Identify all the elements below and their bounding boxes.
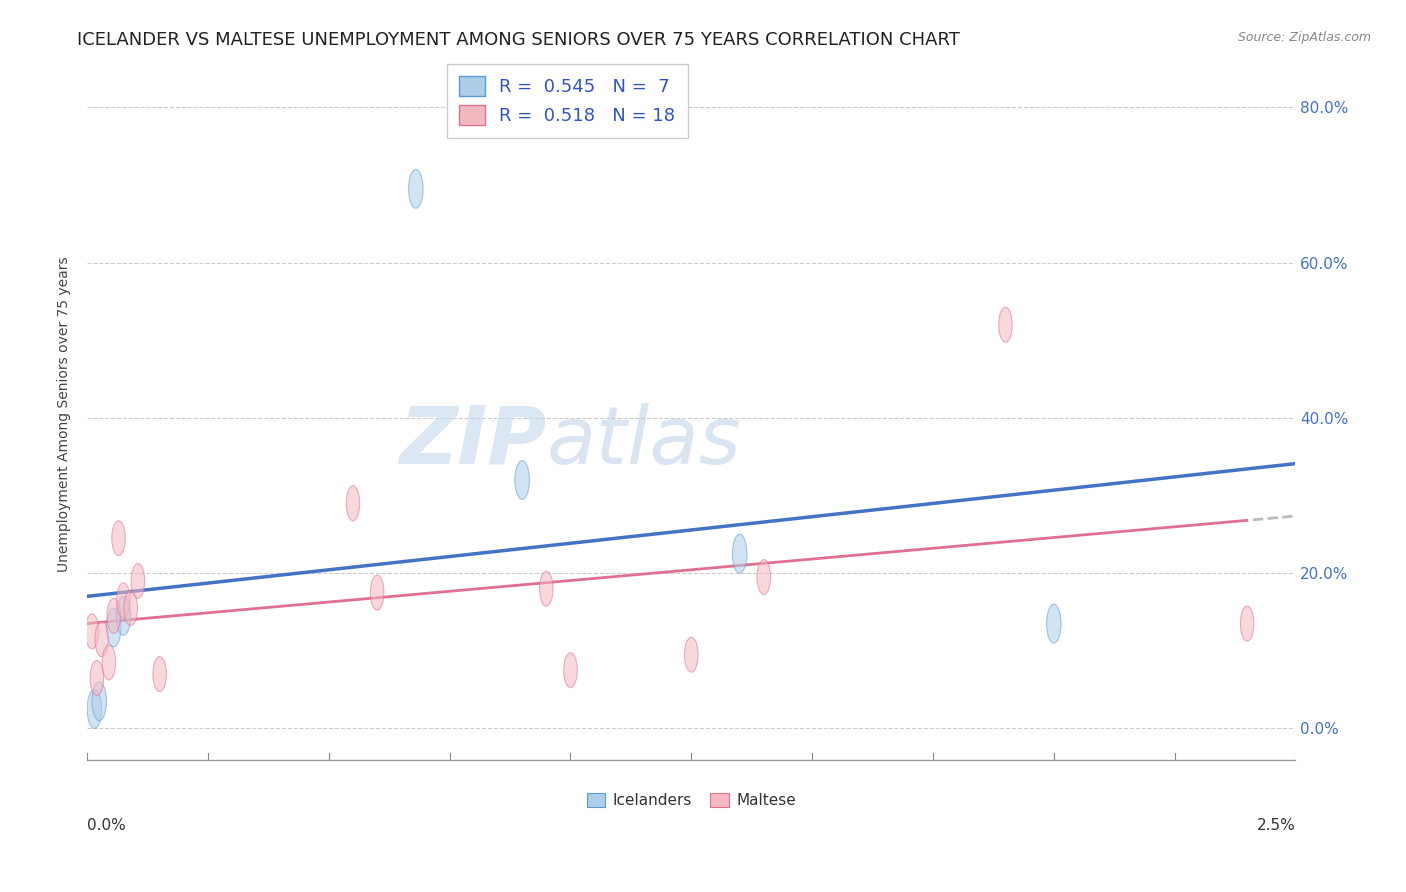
Text: Source: ZipAtlas.com: Source: ZipAtlas.com [1237, 31, 1371, 45]
Ellipse shape [564, 653, 578, 688]
Ellipse shape [117, 582, 131, 618]
Ellipse shape [1046, 604, 1062, 643]
Ellipse shape [94, 622, 108, 657]
Text: atlas: atlas [547, 402, 741, 481]
Y-axis label: Unemployment Among Seniors over 75 years: Unemployment Among Seniors over 75 years [58, 256, 72, 572]
Ellipse shape [117, 597, 131, 635]
Legend: Icelanders, Maltese: Icelanders, Maltese [581, 787, 801, 814]
Ellipse shape [112, 521, 125, 556]
Ellipse shape [131, 564, 145, 599]
Ellipse shape [107, 608, 121, 647]
Ellipse shape [90, 661, 104, 696]
Ellipse shape [1240, 607, 1254, 641]
Ellipse shape [515, 460, 530, 500]
Ellipse shape [540, 571, 553, 607]
Text: ZIP: ZIP [399, 402, 547, 481]
Ellipse shape [733, 534, 747, 574]
Ellipse shape [685, 637, 697, 673]
Text: 2.5%: 2.5% [1257, 818, 1295, 833]
Ellipse shape [756, 559, 770, 595]
Text: 0.0%: 0.0% [87, 818, 127, 833]
Ellipse shape [998, 307, 1012, 343]
Ellipse shape [86, 614, 98, 648]
Ellipse shape [103, 645, 115, 680]
Ellipse shape [124, 591, 138, 625]
Ellipse shape [87, 690, 101, 729]
Ellipse shape [153, 657, 166, 691]
Ellipse shape [346, 486, 360, 521]
Ellipse shape [370, 575, 384, 610]
Ellipse shape [107, 599, 121, 633]
Ellipse shape [91, 681, 107, 721]
Text: ICELANDER VS MALTESE UNEMPLOYMENT AMONG SENIORS OVER 75 YEARS CORRELATION CHART: ICELANDER VS MALTESE UNEMPLOYMENT AMONG … [77, 31, 960, 49]
Ellipse shape [409, 169, 423, 208]
